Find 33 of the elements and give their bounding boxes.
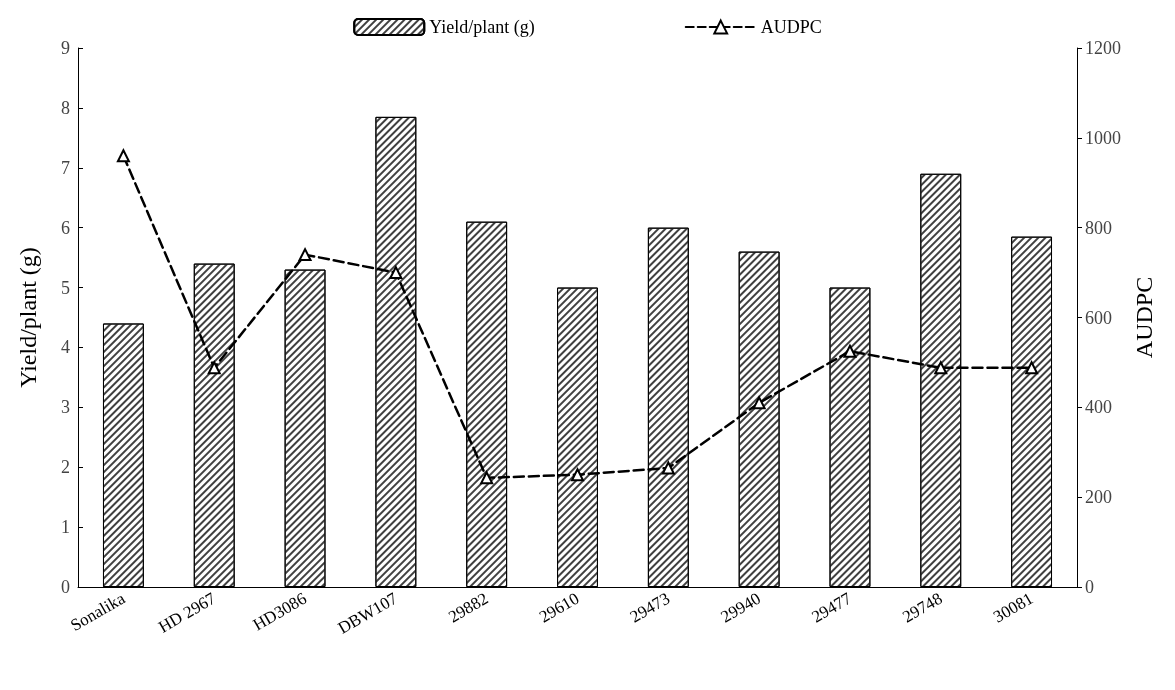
- point: [661, 461, 675, 475]
- point: [116, 149, 130, 163]
- y-tick-label: 5: [61, 277, 70, 298]
- y-tick-label: 1: [61, 517, 70, 538]
- y-tick-label: 8: [61, 97, 70, 118]
- y2-axis-title: AUDPC: [1130, 276, 1157, 359]
- y2-tick-label: 600: [1085, 307, 1112, 328]
- legend-label: AUDPC: [760, 17, 822, 37]
- y2-tick-label: 400: [1085, 397, 1112, 418]
- y-tick-label: 9: [61, 38, 70, 58]
- y2-tick-label: 800: [1085, 217, 1112, 238]
- y-tick-label: 3: [61, 397, 70, 418]
- y2-tick-label: 0: [1085, 577, 1094, 597]
- legend-label: Yield/plant (g): [429, 17, 535, 38]
- y-tick-label: 2: [61, 457, 70, 478]
- y-tick-label: 7: [61, 157, 70, 178]
- x-tick-label: HD 2967: [155, 588, 219, 637]
- point: [389, 266, 403, 280]
- y2-tick-label: 1000: [1085, 127, 1121, 148]
- y-tick-label: 4: [61, 337, 70, 358]
- point: [1025, 361, 1039, 375]
- y-axis-title: Yield/plant (g): [15, 247, 41, 388]
- y2-tick-label: 200: [1085, 487, 1112, 508]
- point: [298, 248, 312, 262]
- point: [934, 361, 948, 375]
- y-tick-label: 0: [61, 577, 70, 597]
- point: [571, 468, 584, 482]
- point: [752, 396, 766, 410]
- point: [843, 344, 857, 358]
- y2-tick-label: 1200: [1085, 38, 1121, 58]
- point: [207, 361, 221, 375]
- point: [480, 471, 494, 485]
- y-tick-label: 6: [61, 217, 70, 238]
